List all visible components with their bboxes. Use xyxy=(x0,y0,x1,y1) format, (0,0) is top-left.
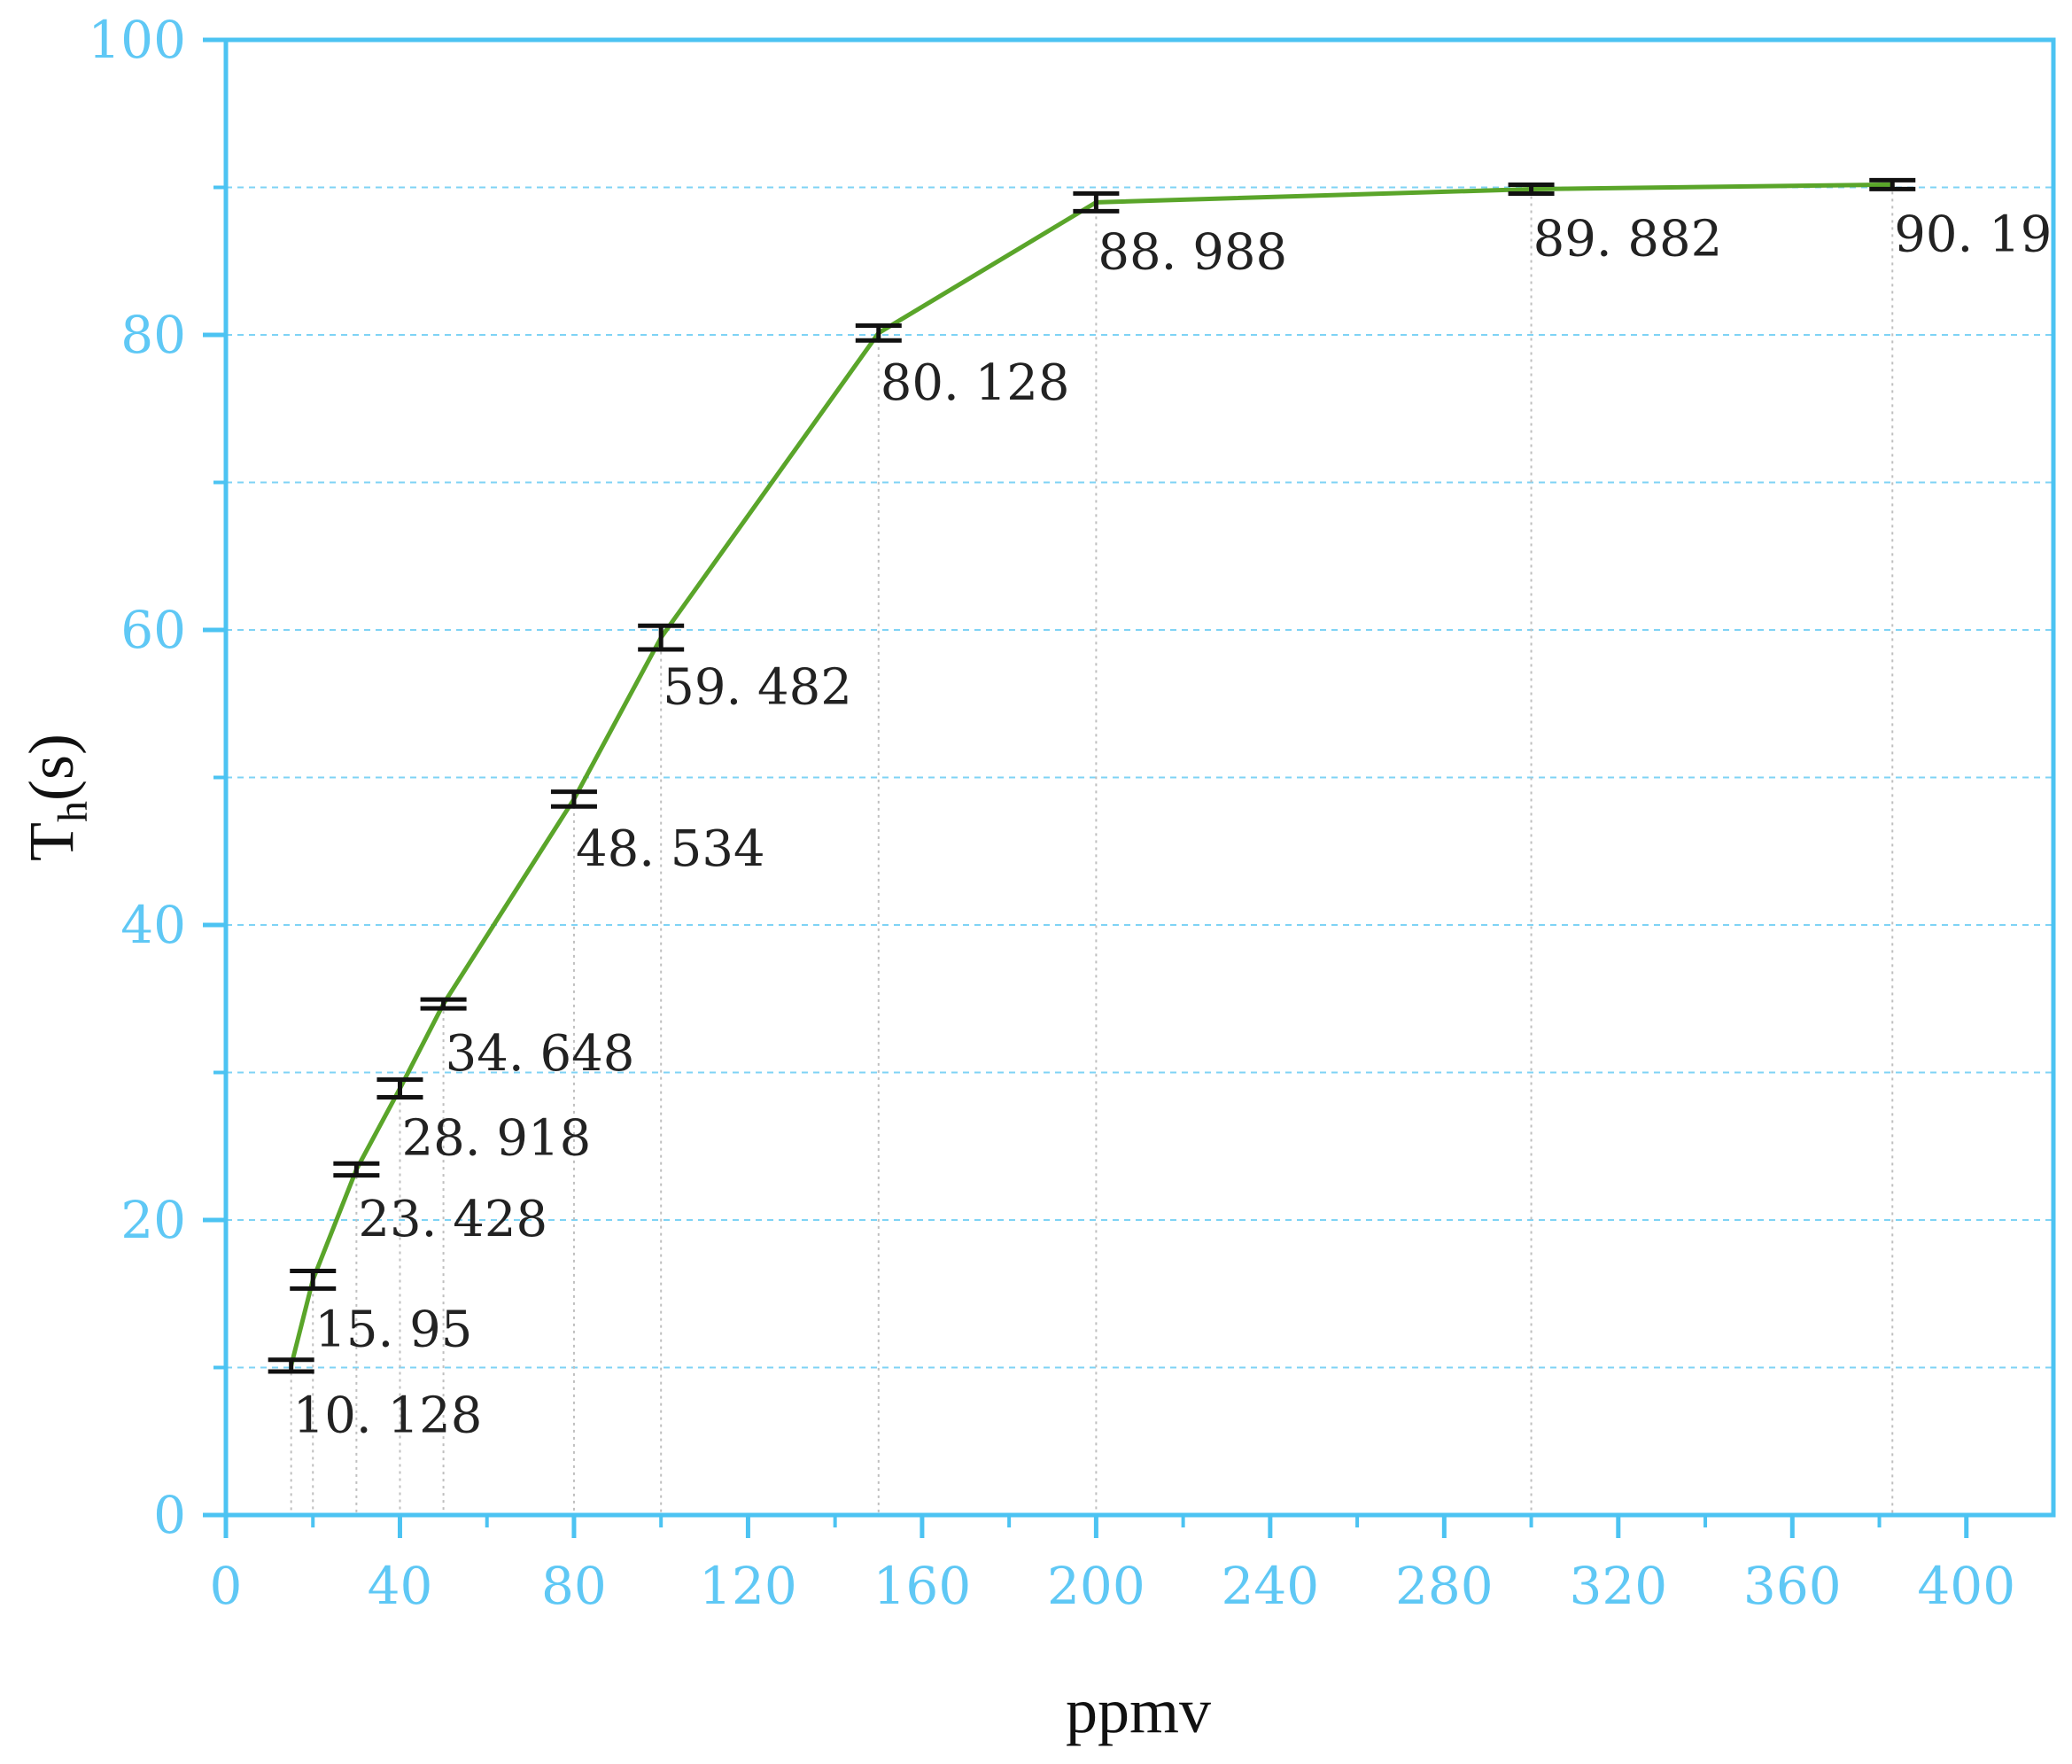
data-label: 90. 19 xyxy=(1894,206,2052,263)
data-label: 23. 428 xyxy=(358,1191,547,1248)
y-axis-title-main: T xyxy=(16,822,87,861)
error-bars xyxy=(268,177,1916,1374)
x-tick-label: 40 xyxy=(368,1556,433,1616)
error-bar xyxy=(1508,182,1555,196)
x-tick-label: 400 xyxy=(1917,1556,2015,1616)
data-label: 80. 128 xyxy=(881,354,1070,412)
x-tick-label: 200 xyxy=(1047,1556,1145,1616)
grid-lines xyxy=(226,186,2053,1369)
y-tick-label: 20 xyxy=(120,1190,186,1250)
error-bar xyxy=(420,997,467,1011)
x-axis-title: ppmv xyxy=(1066,1675,1211,1746)
x-tick-label: 360 xyxy=(1743,1556,1842,1616)
x-tick-label: 120 xyxy=(699,1556,797,1616)
error-bar xyxy=(290,1268,337,1291)
y-tick-label: 0 xyxy=(153,1485,186,1545)
y-tick-label: 80 xyxy=(120,305,186,365)
y-axis-title-subscript: h xyxy=(50,801,97,822)
y-axis-title-unit: (s) xyxy=(16,734,87,801)
error-bar xyxy=(855,323,902,343)
x-tick-label: 160 xyxy=(873,1556,972,1616)
data-label: 88. 988 xyxy=(1098,223,1287,281)
x-tick-label: 280 xyxy=(1395,1556,1494,1616)
error-bar xyxy=(333,1161,380,1178)
error-bar xyxy=(376,1077,423,1100)
y-axis-title: Th(s) xyxy=(16,734,97,861)
data-label: 59. 482 xyxy=(663,659,852,717)
error-bar xyxy=(1869,177,1916,191)
x-tick-label: 320 xyxy=(1569,1556,1667,1616)
data-label: 28. 918 xyxy=(401,1110,591,1168)
y-tick-label: 40 xyxy=(120,895,186,955)
y-tick-label: 60 xyxy=(120,600,186,660)
drop-lines xyxy=(290,184,1894,1515)
x-tick-label: 240 xyxy=(1221,1556,1319,1616)
error-bar xyxy=(550,789,597,809)
series-polyline xyxy=(289,182,1893,1366)
y-tick-label: 100 xyxy=(88,10,186,70)
data-label: 48. 534 xyxy=(576,820,765,878)
error-bar xyxy=(638,623,685,652)
data-label: 15. 95 xyxy=(314,1301,472,1358)
data-label: 10. 128 xyxy=(293,1387,483,1444)
axis-ticks: 0 40 80 120 160 200 240 280 320 360 400 0 20 40 60 80 10… xyxy=(88,10,2015,1616)
error-bar xyxy=(1073,190,1120,214)
x-tick-label: 0 xyxy=(210,1556,243,1616)
data-label: 89. 882 xyxy=(1533,210,1723,268)
data-labels: 10. 128 15. 95 23. 428 28. 918 34. 648 48. 53… xyxy=(293,206,2053,1444)
series-line xyxy=(289,182,1893,1366)
data-label: 34. 648 xyxy=(446,1025,635,1083)
error-bar xyxy=(268,1357,314,1374)
x-tick-label: 80 xyxy=(541,1556,607,1616)
